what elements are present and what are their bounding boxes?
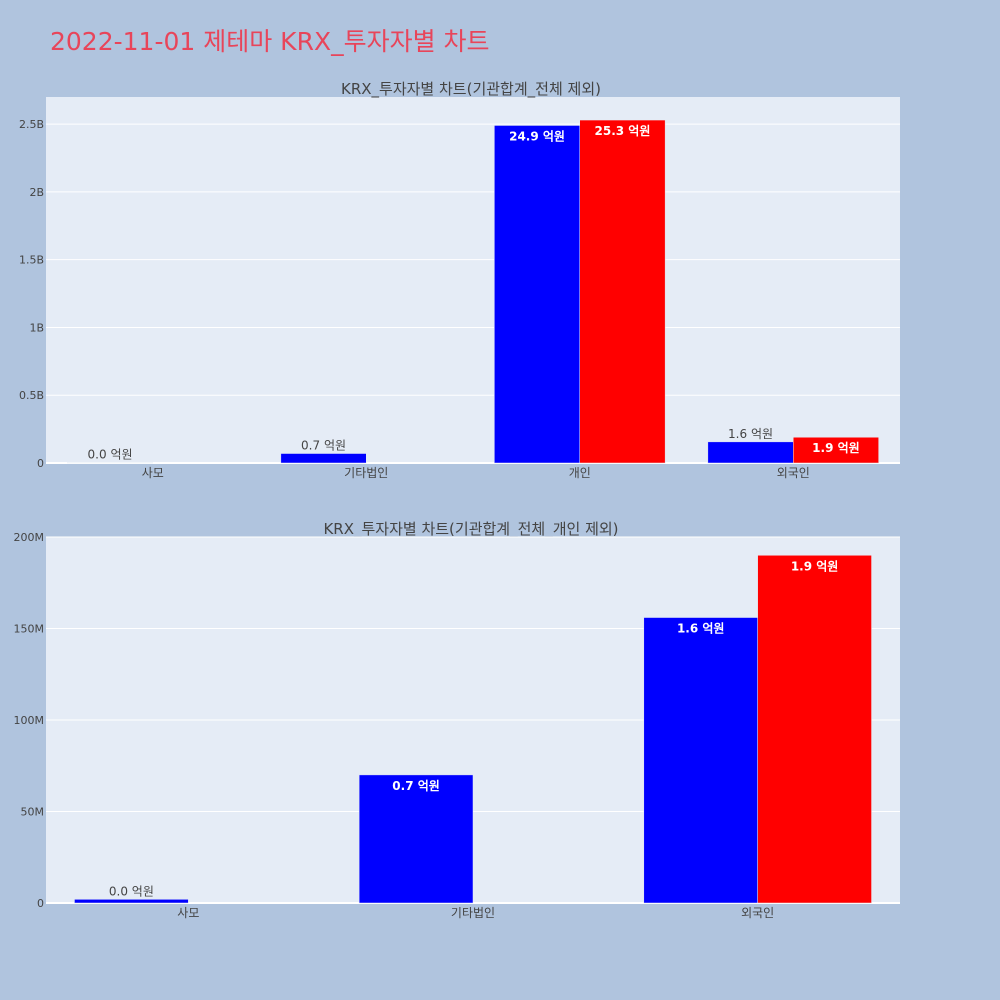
y-tick-label: 0 (37, 897, 44, 910)
chart-title: KRX_투자자별 차트(기관합계_전체_개인 제외) (323, 520, 618, 539)
data-label: 1.6 억원 (728, 427, 773, 441)
y-tick-label: 2.5B (19, 118, 44, 131)
bar (793, 436, 879, 464)
bar (643, 617, 758, 904)
chart-investor-all: KRX_투자자별 차트(기관합계_전체 제외) 0 0.5B 1B 1.5B 2B 2.5B… (19, 80, 900, 480)
data-label: 0.7 억원 (392, 779, 440, 793)
x-tick-label: 사모 (177, 906, 199, 920)
data-label: 0.0 억원 (88, 448, 133, 462)
bar (494, 125, 581, 464)
data-label: 1.9 억원 (812, 441, 860, 455)
data-label: 0.7 억원 (301, 439, 346, 453)
y-tick-label: 100M (14, 714, 45, 727)
plot-area (46, 97, 900, 463)
bar (579, 119, 666, 464)
data-label: 1.9 억원 (791, 559, 839, 573)
x-tick-label: 기타법인 (451, 906, 495, 920)
x-tick-label: 사모 (142, 466, 164, 480)
y-tick-label: 200M (14, 531, 45, 544)
x-tick-label: 외국인 (741, 906, 774, 920)
bar (757, 555, 872, 904)
x-tick-label: 외국인 (777, 466, 810, 480)
data-label: 1.6 억원 (677, 622, 725, 636)
data-label: 25.3 억원 (595, 124, 651, 138)
bar (280, 453, 367, 464)
x-tick-label: 개인 (569, 466, 591, 480)
y-tick-label: 50M (21, 806, 45, 819)
chart-investor-excl-individual: KRX_투자자별 차트(기관합계_전체_개인 제외) 0 50M 100M 150M 20… (14, 520, 900, 920)
y-tick-label: 1.5B (19, 254, 44, 267)
y-tick-label: 1B (29, 321, 44, 334)
page-title: 2022-11-01 제테마 KRX_투자자별 차트 (50, 27, 490, 56)
y-tick-label: 0 (37, 457, 44, 470)
x-tick-label: 기타법인 (344, 466, 388, 480)
data-label: 24.9 억원 (509, 129, 565, 143)
data-label: 0.0 억원 (109, 884, 154, 898)
bar (74, 899, 189, 904)
chart-title: KRX_투자자별 차트(기관합계_전체 제외) (341, 80, 601, 99)
bar (707, 441, 794, 464)
bar (358, 774, 474, 904)
y-tick-label: 2B (29, 186, 44, 199)
y-tick-label: 150M (14, 623, 45, 636)
y-tick-label: 0.5B (19, 389, 44, 402)
